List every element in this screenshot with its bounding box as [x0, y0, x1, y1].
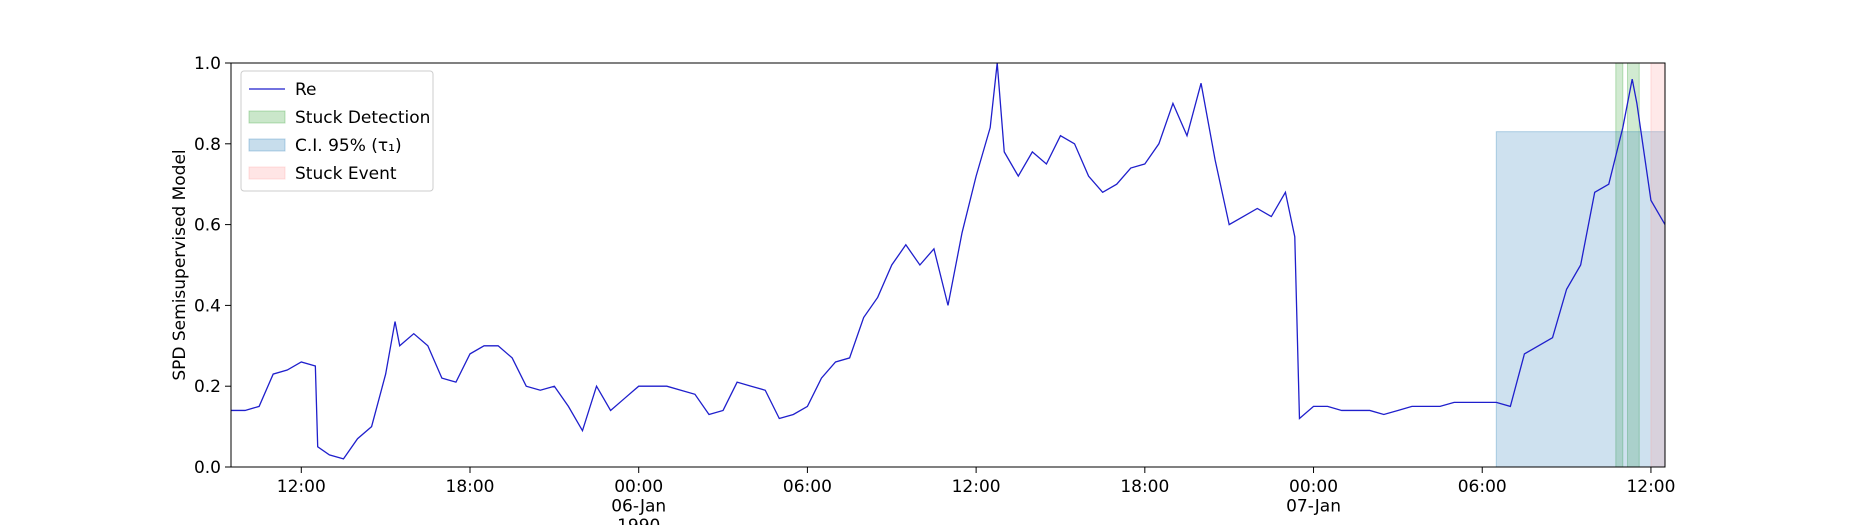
x-tick-label: 06:00 — [783, 477, 832, 497]
axes-frame — [230, 62, 1666, 468]
legend-label: Stuck Detection — [295, 108, 430, 128]
y-tick-label: 1.0 — [194, 54, 221, 74]
legend-box — [240, 70, 434, 192]
x-tick-label: 12:00 — [1626, 477, 1675, 497]
legend: Re Stuck Detection C.I. 95% (τ₁) Stuck Even… — [240, 70, 434, 192]
x-tick-label: 18:00 — [446, 477, 495, 497]
legend-label: Re — [295, 80, 317, 100]
x-tick-label: 18:00 — [1120, 477, 1169, 497]
y-tick-label: 0.2 — [194, 377, 221, 397]
x-tick-label: 00:00 07-Jan — [1286, 477, 1341, 517]
legend-patch — [248, 110, 286, 124]
legend-label: C.I. 95% (τ₁) — [295, 136, 402, 156]
span-region — [1650, 62, 1666, 468]
legend-label: Stuck Event — [295, 164, 397, 184]
y-tick-label: 0.0 — [194, 458, 221, 478]
y-tick-label: 0.6 — [194, 216, 221, 236]
y-tick-label: 0.4 — [194, 296, 221, 316]
legend-patch — [248, 166, 286, 180]
x-tick-label: 12:00 — [277, 477, 326, 497]
x-tick-label: 12:00 — [952, 477, 1001, 497]
y-axis-label: SPD Semisupervised Model — [170, 149, 190, 380]
y-tick-label: 0.8 — [194, 135, 221, 155]
legend-patch — [248, 138, 286, 152]
data-line — [231, 62, 1666, 460]
x-tick-label: 06:00 — [1458, 477, 1507, 497]
span-region — [1495, 131, 1666, 468]
